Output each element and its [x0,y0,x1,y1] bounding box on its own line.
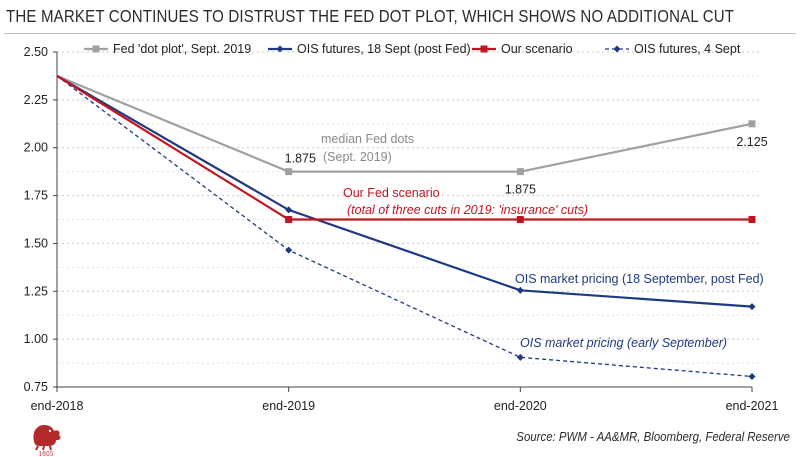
data-point [516,353,524,361]
y-tick-label: 1.50 [24,236,48,250]
series-lines [56,74,756,380]
data-point [285,206,293,214]
title-divider [4,33,796,34]
data-label: 2.125 [736,135,767,149]
y-tick-label: 0.75 [24,380,48,394]
legend-label: Fed 'dot plot', Sept. 2019 [113,42,251,56]
x-tick-label: end-2021 [726,399,779,413]
x-tick-labels: end-2018 end-2019 end-2020 end-2021 [31,399,779,413]
data-point [748,216,756,223]
data-point [516,286,524,294]
logo-year: 1805 [38,451,53,457]
y-tick-label: 2.25 [24,93,48,107]
data-point [748,372,756,380]
x-tick-label: end-2019 [262,399,315,413]
data-point [285,246,293,254]
annotations: median Fed dots (Sept. 2019) Our Fed scena… [321,132,764,350]
data-point [516,216,524,223]
y-tick-labels: 2.50 2.25 2.00 1.75 1.50 1.25 1.00 0.75 [24,45,48,394]
axes [53,51,753,392]
annotation: Our Fed scenario [343,186,440,200]
data-point [480,45,488,53]
legend-label: OIS futures, 18 Sept (post Fed) [297,42,471,56]
data-label: 1.875 [505,183,536,197]
y-tick-label: 1.00 [24,332,48,346]
annotation: (Sept. 2019) [323,150,392,164]
series-line [56,75,753,378]
y-tick-label: 2.00 [24,141,48,155]
series-line [56,74,752,221]
chart-title: THE MARKET CONTINUES TO DISTRUST THE FED… [6,6,735,26]
y-tick-label: 1.25 [24,284,48,298]
x-tick-label: end-2020 [494,399,547,413]
data-point [92,45,100,53]
y-tick-label: 2.50 [24,45,48,59]
data-label: 1.875 [285,152,316,166]
annotation: (total of three cuts in 2019: 'insurance… [347,203,588,217]
data-point [748,120,756,128]
legend-label: OIS futures, 4 Sept [634,42,741,56]
series-line [56,74,753,173]
y-tick-label: 1.75 [24,189,48,203]
data-point [748,303,756,311]
data-labels: 1.875 1.875 2.125 [285,135,768,197]
annotation: OIS market pricing (early September) [520,336,727,350]
data-point [613,45,621,53]
data-point [285,216,293,223]
data-point [516,168,524,176]
legend-label: Our scenario [501,42,573,56]
x-tick-label: end-2018 [31,399,84,413]
source-note: Source: PWM - AA&MR, Bloomberg, Federal … [516,429,790,444]
legend: Fed 'dot plot', Sept. 2019 OIS futures, 1… [84,42,741,56]
annotation: OIS market pricing (18 September, post F… [515,272,764,286]
series-line [56,74,753,308]
data-point [285,168,293,176]
lion-logo-icon: 1805 [33,425,61,457]
annotation: median Fed dots [321,132,414,146]
data-point [276,45,284,53]
